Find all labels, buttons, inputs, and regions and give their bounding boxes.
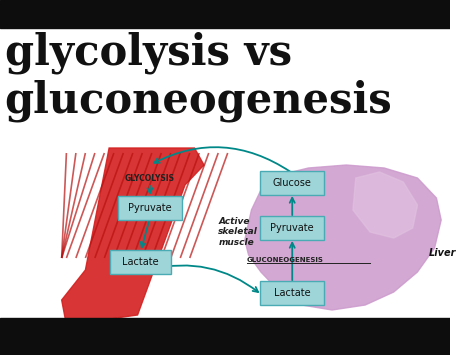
Text: Lactate: Lactate	[122, 257, 159, 267]
Polygon shape	[62, 148, 204, 325]
Text: Glucose: Glucose	[273, 178, 312, 188]
Text: GLYCOLYSIS: GLYCOLYSIS	[125, 174, 175, 183]
Text: gluconeogenesis: gluconeogenesis	[5, 80, 392, 122]
Polygon shape	[353, 172, 418, 238]
Text: glycolysis vs: glycolysis vs	[5, 32, 292, 75]
Text: Pyruvate: Pyruvate	[128, 203, 172, 213]
Text: Liver: Liver	[429, 248, 456, 258]
Text: Pyruvate: Pyruvate	[270, 223, 314, 233]
Bar	[0, 318, 450, 355]
Text: Active
skeletal
muscle: Active skeletal muscle	[218, 217, 258, 247]
Text: Lactate: Lactate	[274, 288, 310, 298]
Text: GLUCONEOGENESIS: GLUCONEOGENESIS	[246, 257, 324, 263]
Bar	[0, 0, 450, 28]
FancyBboxPatch shape	[260, 216, 325, 240]
FancyBboxPatch shape	[109, 250, 171, 274]
FancyBboxPatch shape	[260, 281, 325, 305]
FancyBboxPatch shape	[118, 196, 182, 220]
Polygon shape	[245, 165, 441, 310]
FancyBboxPatch shape	[260, 171, 325, 195]
